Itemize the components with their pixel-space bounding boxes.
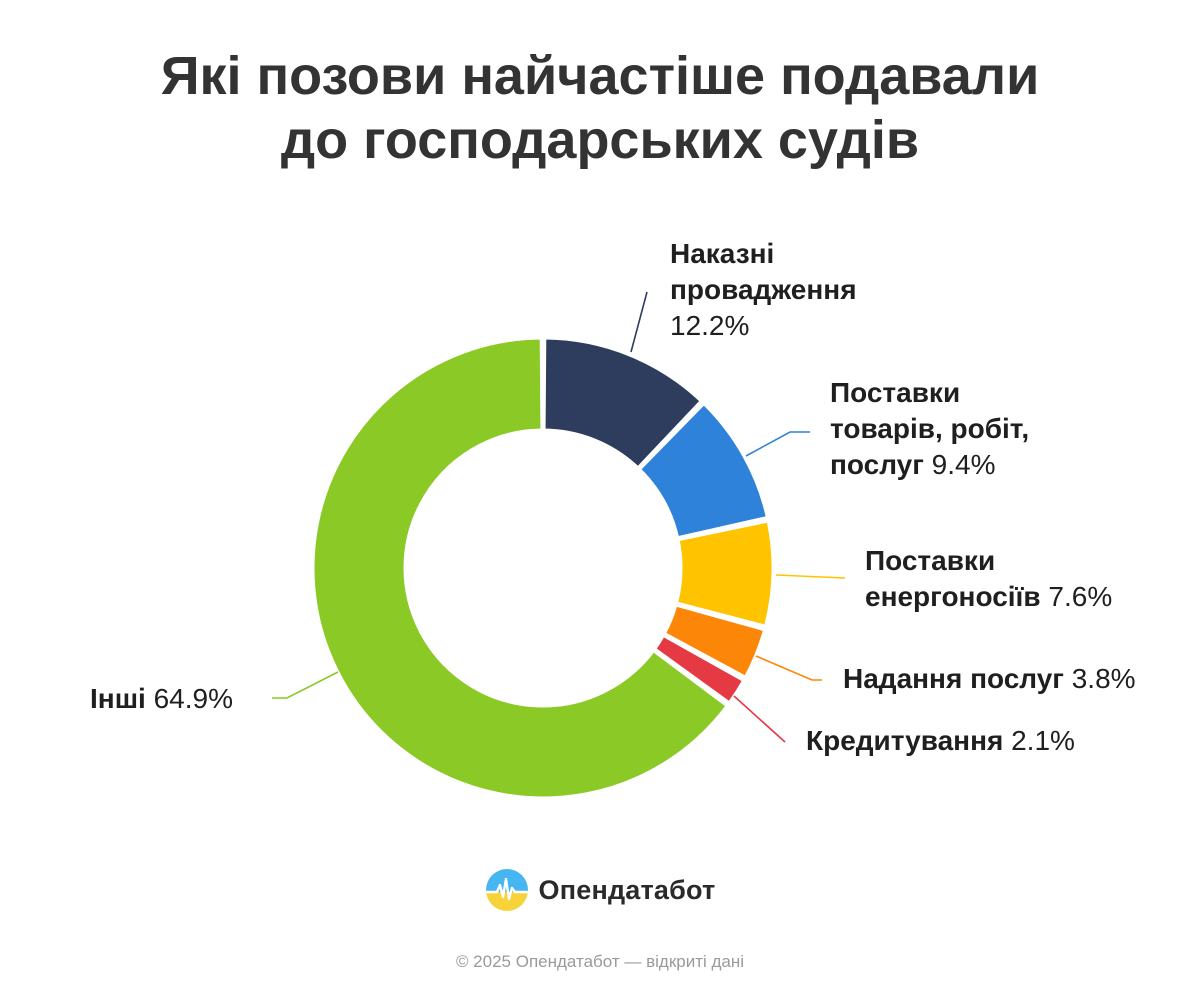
opendatabot-logo-icon <box>485 869 528 911</box>
slice-value-3: 7.6% <box>1041 581 1113 612</box>
leader-line-6 <box>272 671 339 699</box>
leader-lines <box>272 291 846 743</box>
slice-label-text-1-2: провадження <box>670 274 857 305</box>
slice-label-1: Наказні провадження 12.2% <box>670 238 857 341</box>
slice-label-3: Поставки енергоносіїв 7.6% <box>865 545 1112 612</box>
donut-slice-3 <box>675 519 775 628</box>
slice-value-1: 12.2% <box>670 310 749 341</box>
chart-title-line-2: до господарських судів <box>280 110 920 170</box>
donut-slice-6 <box>311 336 729 800</box>
leader-line-4 <box>755 655 822 681</box>
slice-label-text-5-1: Кредитування <box>806 725 1003 756</box>
slice-labels: Наказні провадження 12.2% Поставки товарів, … <box>90 238 1136 756</box>
slice-value-6: 64.9% <box>146 683 233 714</box>
slice-label-text-2-3: послуг <box>830 449 924 480</box>
slice-value-2: 9.4% <box>924 449 996 480</box>
leader-line-2 <box>745 431 810 457</box>
slice-label-text-1-1: Наказні <box>670 238 774 269</box>
chart-title: Які позови найчастіше подавали до господ… <box>0 44 1200 172</box>
slice-label-6: Інші 64.9% <box>90 683 233 714</box>
slice-label-5: Кредитування 2.1% <box>806 725 1075 756</box>
donut-slice-2 <box>638 402 769 540</box>
donut-slice-4 <box>662 603 767 679</box>
slice-label-text-6-1: Інші <box>90 683 146 714</box>
footer-copyright: © 2025 Опендатабот — відкриті дані <box>455 952 745 971</box>
slice-label-text-3-1: Поставки <box>865 545 995 576</box>
donut-slices <box>311 336 775 800</box>
leader-line-3 <box>775 574 846 579</box>
slice-label-4: Надання послуг 3.8% <box>843 663 1136 694</box>
slice-label-text-2-1: Поставки <box>830 377 960 408</box>
slice-label-text-2-2: товарів, робіт, <box>830 413 1029 444</box>
leader-line-1 <box>630 291 648 353</box>
brand: Опендатабот <box>0 868 1200 912</box>
slice-label-text-3-2: енергоносіїв <box>865 581 1041 612</box>
slice-value-5: 2.1% <box>1003 725 1075 756</box>
slice-label-text-4-1: Надання послуг <box>843 663 1064 694</box>
slice-value-4: 3.8% <box>1064 663 1136 694</box>
chart-title-line-1: Які позови найчастіше подавали <box>160 46 1040 106</box>
slice-label-2: Поставки товарів, робіт, послуг 9.4% <box>830 377 1029 480</box>
leader-line-5 <box>733 695 786 743</box>
donut-slice-5 <box>653 633 746 705</box>
brand-name: Опендатабот <box>538 874 716 905</box>
donut-slice-1 <box>542 336 703 470</box>
